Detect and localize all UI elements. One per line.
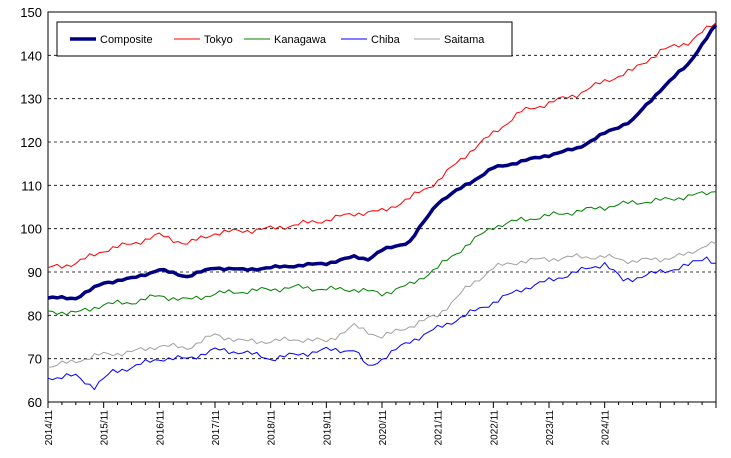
series-line-kanagawa <box>47 191 717 316</box>
x-tick-label: 2024/11 <box>601 410 612 446</box>
legend-label: Composite <box>100 34 153 46</box>
y-tick-label: 100 <box>20 222 42 237</box>
y-tick-label: 120 <box>20 135 42 150</box>
y-tick-label: 150 <box>20 5 42 20</box>
x-tick-label: 2022/11 <box>489 410 500 446</box>
x-tick-label: 2020/11 <box>378 410 389 446</box>
gridlines <box>48 54 716 360</box>
y-tick-label: 60 <box>28 395 42 410</box>
y-tick-label: 130 <box>20 92 42 107</box>
x-tick-label: 2016/11 <box>155 410 166 446</box>
series-line-chiba <box>47 256 716 391</box>
series-line-composite <box>47 23 718 301</box>
y-tick-label: 80 <box>28 308 42 323</box>
legend-label: Saitama <box>444 34 485 46</box>
x-tick-label: 2017/11 <box>211 410 222 446</box>
x-tick-label: 2014/11 <box>44 410 55 446</box>
x-tick-label: 2023/11 <box>545 410 556 446</box>
x-tick-label: 2021/11 <box>434 410 445 446</box>
legend-label: Chiba <box>371 34 401 46</box>
plot-frame <box>47 11 717 403</box>
series-line-saitama <box>47 241 717 368</box>
x-tick-label: 2018/11 <box>267 410 278 446</box>
y-axis: 60 70 80 90 100 110 120 130 140 150 <box>20 5 42 410</box>
legend-label: Kanagawa <box>274 34 327 46</box>
series-line-tokyo <box>47 22 717 269</box>
x-tick-label: 2015/11 <box>100 410 111 446</box>
y-tick-label: 70 <box>28 352 42 367</box>
y-tick-label: 90 <box>28 265 42 280</box>
legend: Composite Tokyo Kanagawa Chiba Saitama <box>56 21 513 57</box>
y-tick-label: 110 <box>21 178 42 193</box>
x-axis: 2014/11 2015/11 2016/11 2017/11 2018/11 2019/… <box>44 402 717 446</box>
y-tick-label: 140 <box>20 48 42 63</box>
series-lines <box>47 22 718 391</box>
legend-label: Tokyo <box>204 34 233 46</box>
x-tick-label: 2019/11 <box>322 410 333 446</box>
